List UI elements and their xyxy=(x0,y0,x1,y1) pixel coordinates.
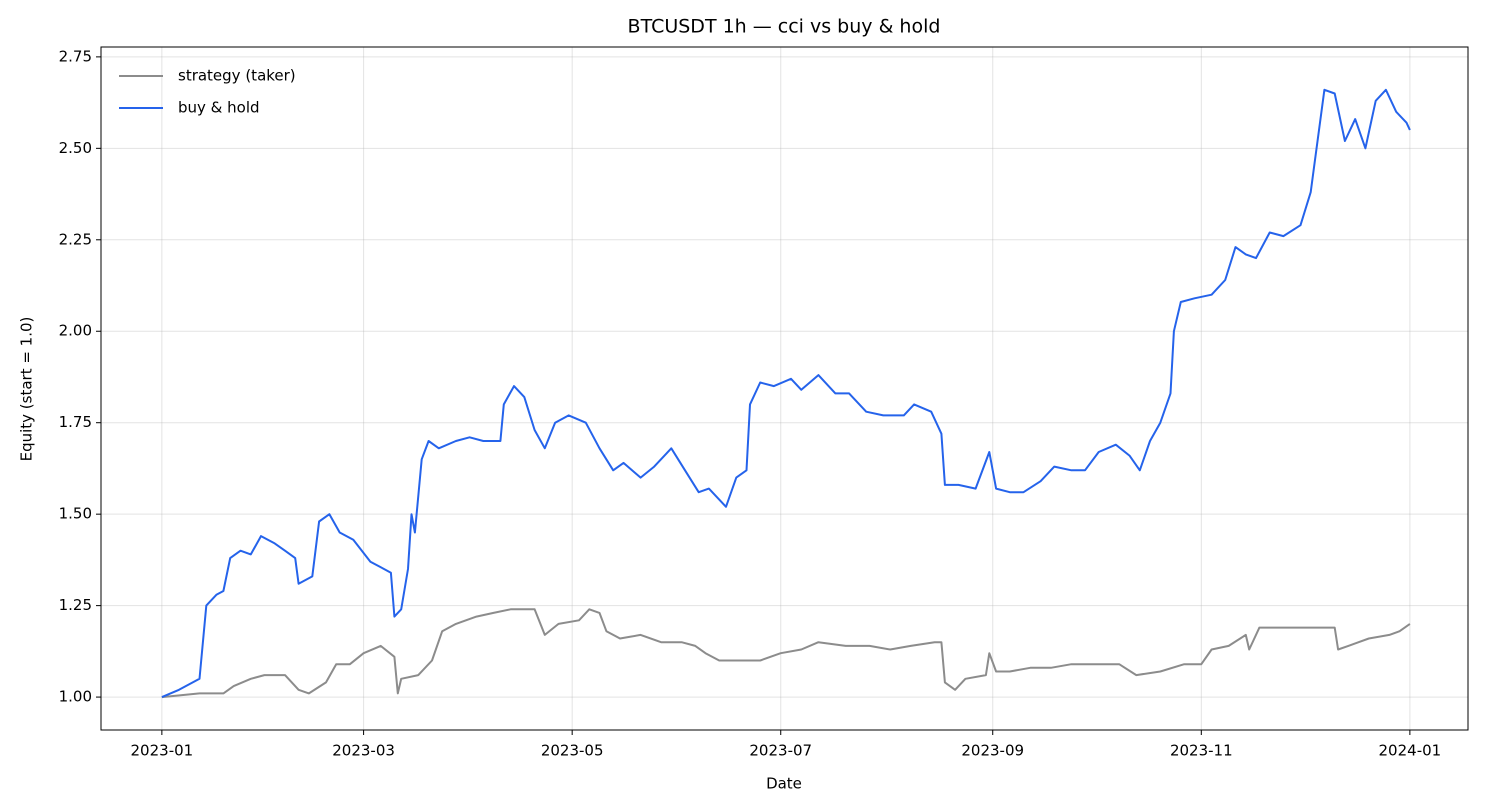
series-line xyxy=(161,88,1411,699)
x-tick-label: 2023-07 xyxy=(749,742,812,760)
legend-label: buy & hold xyxy=(178,99,260,117)
y-tick-label: 2.25 xyxy=(59,230,92,248)
y-tick-label: 2.75 xyxy=(59,47,92,65)
y-tick-label: 2.00 xyxy=(59,322,92,340)
x-axis-label: Date xyxy=(766,775,802,793)
x-tick-label: 2023-05 xyxy=(541,742,604,760)
x-tick-label: 2024-01 xyxy=(1379,742,1442,760)
chart-title: BTCUSDT 1h — cci vs buy & hold xyxy=(628,16,941,38)
legend-label: strategy (taker) xyxy=(178,67,296,85)
y-tick-label: 1.50 xyxy=(59,505,92,523)
y-axis-label: Equity (start = 1.0) xyxy=(18,317,36,462)
y-tick-label: 2.50 xyxy=(59,139,92,157)
x-tick-label: 2023-11 xyxy=(1170,742,1233,760)
y-tick-label: 1.75 xyxy=(59,413,92,431)
plot-frame xyxy=(100,46,1469,731)
x-tick-label: 2023-03 xyxy=(332,742,395,760)
series-line xyxy=(161,608,1411,699)
y-tick-label: 1.25 xyxy=(59,596,92,614)
x-tick-label: 2023-01 xyxy=(131,742,194,760)
x-tick-label: 2023-09 xyxy=(961,742,1024,760)
y-tick-label: 1.00 xyxy=(59,688,92,706)
